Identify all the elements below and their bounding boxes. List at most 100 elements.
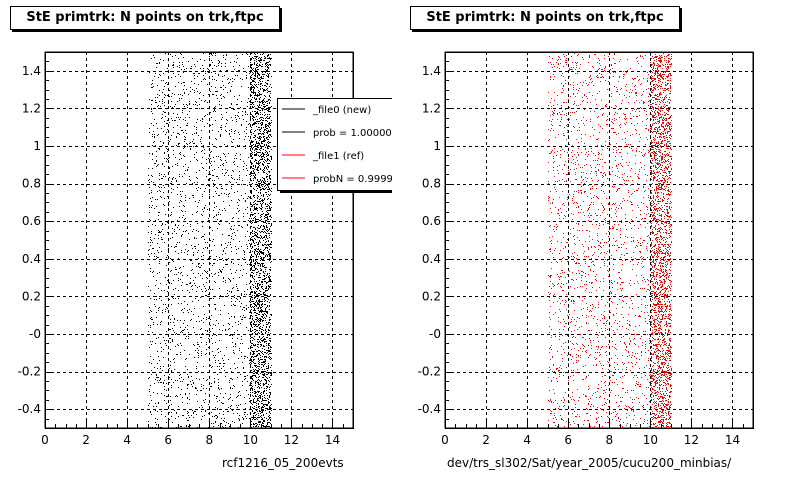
scatter-point	[252, 80, 253, 81]
scatter-point	[236, 249, 237, 250]
scatter-point	[258, 321, 259, 322]
scatter-point	[234, 133, 235, 134]
scatter-point	[253, 261, 254, 262]
scatter-point	[200, 92, 201, 93]
scatter-point	[264, 182, 265, 183]
scatter-point	[165, 416, 166, 417]
scatter-point	[221, 423, 222, 424]
scatter-point	[252, 158, 253, 159]
scatter-point	[259, 273, 260, 274]
scatter-point	[222, 234, 223, 235]
scatter-point	[268, 330, 269, 331]
scatter-point	[210, 263, 211, 264]
scatter-point	[160, 196, 161, 197]
scatter-point	[268, 399, 269, 400]
scatter-point	[210, 319, 211, 320]
scatter-point	[264, 189, 265, 190]
scatter-point	[231, 273, 232, 274]
scatter-point	[268, 191, 269, 192]
scatter-point	[256, 155, 257, 156]
scatter-point	[189, 354, 190, 355]
scatter-point	[173, 67, 174, 68]
scatter-point	[171, 387, 172, 388]
scatter-point	[231, 226, 232, 227]
scatter-point	[262, 88, 263, 89]
scatter-point	[259, 305, 260, 306]
scatter-point	[268, 136, 269, 137]
scatter-point	[218, 214, 219, 215]
scatter-point	[234, 192, 235, 193]
scatter-point	[264, 101, 265, 102]
scatter-point	[256, 162, 257, 163]
scatter-point	[154, 293, 155, 294]
scatter-point	[219, 257, 220, 258]
scatter-point	[254, 370, 255, 371]
scatter-point	[268, 55, 269, 56]
scatter-point	[257, 419, 258, 420]
scatter-point	[255, 93, 256, 94]
scatter-point	[251, 325, 252, 326]
scatter-point	[271, 373, 272, 374]
scatter-point	[219, 298, 220, 299]
scatter-point	[255, 250, 256, 251]
scatter-point	[266, 241, 267, 242]
scatter-point	[164, 395, 165, 396]
scatter-point	[262, 85, 263, 86]
scatter-point	[225, 130, 226, 131]
scatter-point	[253, 116, 254, 117]
scatter-point	[268, 54, 269, 55]
scatter-point	[254, 154, 255, 155]
scatter-point	[234, 164, 235, 165]
scatter-point	[228, 313, 229, 314]
scatter-point	[260, 311, 261, 312]
scatter-point	[172, 237, 173, 238]
scatter-point	[153, 86, 154, 87]
scatter-point	[165, 214, 166, 215]
scatter-point	[259, 74, 260, 75]
scatter-point	[255, 269, 256, 270]
scatter-point	[237, 338, 238, 339]
scatter-point	[253, 324, 254, 325]
scatter-point	[198, 353, 199, 354]
scatter-point	[165, 116, 166, 117]
scatter-point	[171, 118, 172, 119]
scatter-point	[254, 417, 255, 418]
scatter-point	[196, 414, 197, 415]
scatter-point	[247, 185, 248, 186]
scatter-point	[159, 187, 160, 188]
scatter-point	[271, 358, 272, 359]
scatter-point	[255, 75, 256, 76]
scatter-point	[249, 318, 250, 319]
scatter-point	[669, 102, 670, 103]
scatter-point	[240, 270, 241, 271]
scatter-point	[252, 295, 253, 296]
scatter-point	[262, 114, 263, 115]
scatter-point	[173, 73, 174, 74]
scatter-point	[252, 106, 253, 107]
scatter-point	[260, 138, 261, 139]
scatter-point	[255, 423, 256, 424]
scatter-point	[255, 213, 256, 214]
scatter-point	[251, 204, 252, 205]
scatter-point	[217, 219, 218, 220]
scatter-point	[269, 350, 270, 351]
scatter-point	[239, 179, 240, 180]
scatter-point	[263, 53, 264, 54]
scatter-point	[179, 202, 180, 203]
scatter-point	[251, 155, 252, 156]
scatter-point	[228, 399, 229, 400]
scatter-point	[212, 265, 213, 266]
scatter-point	[267, 422, 268, 423]
scatter-point	[258, 413, 259, 414]
scatter-point	[269, 417, 270, 418]
scatter-point	[175, 225, 176, 226]
scatter-point	[191, 376, 192, 377]
scatter-point	[253, 175, 254, 176]
scatter-point	[253, 417, 254, 418]
scatter-point	[257, 219, 258, 220]
scatter-point	[265, 404, 266, 405]
scatter-point	[173, 298, 174, 299]
scatter-point	[214, 382, 215, 383]
scatter-point	[152, 100, 153, 101]
scatter-point	[215, 415, 216, 416]
